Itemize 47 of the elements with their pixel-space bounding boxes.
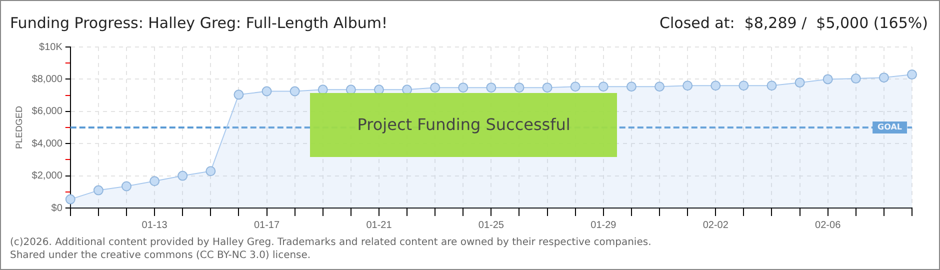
point [766, 80, 777, 91]
y-axis-title: PLEDGED [14, 105, 24, 150]
chart-title: Funding Progress: Halley Greg: Full-Length Album! [10, 14, 388, 32]
point [626, 82, 636, 92]
point [150, 176, 160, 186]
point [458, 82, 468, 93]
point [178, 170, 188, 181]
chart-subtitle: Closed at: $8,289 / $5,000 (165%) [660, 14, 928, 32]
point [486, 82, 496, 93]
x-tick-label: 02-06 [815, 220, 842, 231]
ref-line-label: GOAL [878, 122, 902, 132]
y-tick-label: $2,000 [32, 170, 63, 182]
point [738, 80, 749, 91]
status-banner: Project Funding Successful [310, 92, 618, 157]
point [850, 74, 861, 84]
point [542, 82, 552, 93]
point [234, 90, 244, 100]
y-tick-label: $8,000 [32, 74, 63, 85]
y-tick-label: $10K [39, 42, 63, 53]
point [206, 166, 216, 176]
point [654, 82, 665, 92]
x-tick-label: 01-25 [478, 220, 504, 231]
x-tick-label: 01-21 [366, 220, 392, 231]
point [430, 82, 440, 93]
point [121, 181, 132, 192]
point [65, 194, 76, 204]
point [290, 86, 300, 96]
x-tick-label: 01-29 [590, 220, 617, 231]
text: Shared under the creative commons (CC BY-NC 3.0) license. [10, 249, 312, 262]
point [710, 80, 721, 91]
point [907, 70, 917, 80]
x-tick-label: 02-02 [702, 220, 729, 231]
point [93, 185, 104, 196]
y-tick-label: $0 [51, 202, 63, 214]
x-tick-label: 01-17 [254, 220, 280, 231]
point [262, 86, 272, 96]
point [794, 78, 805, 88]
y-tick-label: $4,000 [32, 138, 63, 150]
point [570, 82, 580, 92]
y-tick-label: $6,000 [32, 106, 63, 118]
point [878, 72, 889, 83]
text: (c)2026. Additional content provided by Halley Greg. Trademarks and related content are owned by their respective companies. [10, 236, 652, 249]
x-tick-label: 01-13 [142, 220, 168, 231]
point [682, 80, 693, 91]
point [514, 82, 524, 93]
point [822, 74, 833, 84]
point [598, 82, 608, 92]
